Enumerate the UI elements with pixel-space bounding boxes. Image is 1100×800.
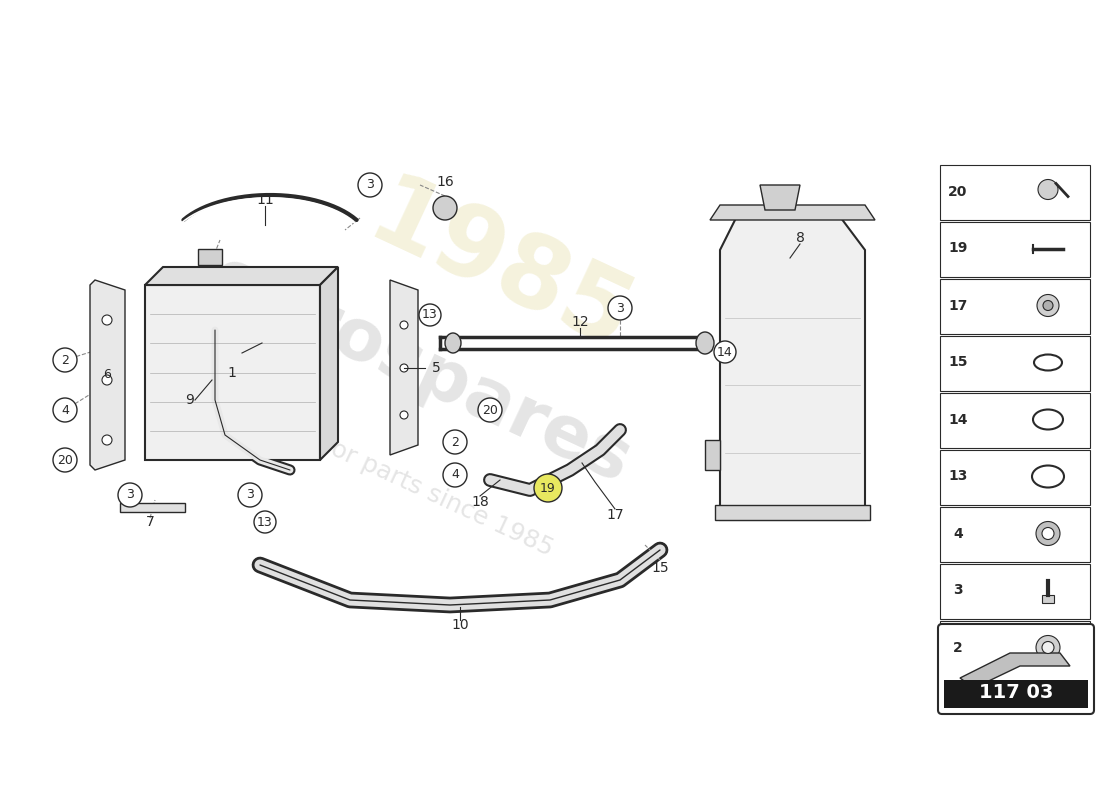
Text: 20: 20 xyxy=(57,454,73,466)
Circle shape xyxy=(1037,294,1059,317)
Text: 3: 3 xyxy=(246,489,254,502)
Polygon shape xyxy=(705,440,720,470)
Bar xyxy=(940,336,1090,391)
Circle shape xyxy=(1036,635,1060,659)
FancyBboxPatch shape xyxy=(938,624,1094,714)
Circle shape xyxy=(254,511,276,533)
Text: 12: 12 xyxy=(571,315,588,329)
Polygon shape xyxy=(760,185,800,210)
Bar xyxy=(940,222,1090,277)
Text: 8: 8 xyxy=(795,231,804,245)
Text: 4: 4 xyxy=(953,526,962,541)
Circle shape xyxy=(1042,642,1054,654)
Circle shape xyxy=(433,196,456,220)
Text: a passion for parts since 1985: a passion for parts since 1985 xyxy=(204,379,557,561)
Text: 1: 1 xyxy=(228,366,236,380)
Circle shape xyxy=(608,296,632,320)
Ellipse shape xyxy=(696,332,714,354)
Circle shape xyxy=(443,430,468,454)
Polygon shape xyxy=(960,653,1070,688)
Text: 4: 4 xyxy=(451,469,459,482)
Text: 15: 15 xyxy=(651,561,669,575)
Polygon shape xyxy=(120,503,185,512)
Polygon shape xyxy=(198,249,222,265)
Bar xyxy=(944,680,1088,708)
Text: 10: 10 xyxy=(451,618,469,632)
Bar xyxy=(1042,594,1054,602)
Polygon shape xyxy=(90,280,125,470)
Text: 2: 2 xyxy=(451,435,459,449)
Circle shape xyxy=(118,483,142,507)
Text: 20: 20 xyxy=(482,403,498,417)
Text: 9: 9 xyxy=(186,393,195,407)
Text: 1985: 1985 xyxy=(353,167,647,373)
Polygon shape xyxy=(715,505,870,520)
Text: 13: 13 xyxy=(422,309,438,322)
Circle shape xyxy=(400,411,408,419)
Text: 18: 18 xyxy=(471,495,488,509)
Text: 2: 2 xyxy=(953,641,962,654)
Circle shape xyxy=(102,435,112,445)
Circle shape xyxy=(478,398,502,422)
Circle shape xyxy=(443,463,468,487)
Text: 16: 16 xyxy=(436,175,454,189)
Text: 3: 3 xyxy=(126,489,134,502)
Text: 15: 15 xyxy=(948,355,968,370)
Text: 3: 3 xyxy=(954,583,962,598)
Text: 17: 17 xyxy=(606,508,624,522)
Text: 17: 17 xyxy=(948,298,968,313)
Circle shape xyxy=(534,474,562,502)
Ellipse shape xyxy=(446,333,461,353)
Text: 19: 19 xyxy=(948,242,968,255)
Text: 4: 4 xyxy=(62,403,69,417)
Bar xyxy=(940,165,1090,220)
Bar xyxy=(940,279,1090,334)
Text: 5: 5 xyxy=(432,361,441,375)
Text: 6: 6 xyxy=(103,369,111,382)
Text: 3: 3 xyxy=(616,302,624,314)
Bar xyxy=(940,450,1090,505)
Circle shape xyxy=(53,348,77,372)
Circle shape xyxy=(102,375,112,385)
Circle shape xyxy=(1043,301,1053,310)
Polygon shape xyxy=(720,210,865,520)
Bar xyxy=(940,621,1090,676)
Circle shape xyxy=(238,483,262,507)
Text: 2: 2 xyxy=(62,354,69,366)
Bar xyxy=(940,393,1090,448)
Text: 13: 13 xyxy=(948,470,968,483)
Polygon shape xyxy=(390,280,418,455)
Text: 117 03: 117 03 xyxy=(979,683,1053,702)
Text: 3: 3 xyxy=(366,178,374,191)
Bar xyxy=(940,507,1090,562)
Circle shape xyxy=(102,315,112,325)
Text: 20: 20 xyxy=(948,185,968,198)
Text: 19: 19 xyxy=(540,482,556,494)
Text: 11: 11 xyxy=(256,193,274,207)
Text: 13: 13 xyxy=(257,515,273,529)
Circle shape xyxy=(1036,522,1060,546)
Polygon shape xyxy=(145,267,338,285)
Circle shape xyxy=(1038,179,1058,199)
Circle shape xyxy=(1042,527,1054,539)
Text: 14: 14 xyxy=(717,346,733,358)
Circle shape xyxy=(358,173,382,197)
Circle shape xyxy=(53,448,77,472)
Text: 7: 7 xyxy=(145,515,154,529)
Polygon shape xyxy=(145,285,320,460)
Text: 14: 14 xyxy=(948,413,968,426)
Text: eurospares: eurospares xyxy=(198,242,641,498)
Circle shape xyxy=(419,304,441,326)
Polygon shape xyxy=(320,267,338,460)
Bar xyxy=(940,564,1090,619)
Circle shape xyxy=(714,341,736,363)
Circle shape xyxy=(400,364,408,372)
Circle shape xyxy=(400,321,408,329)
Circle shape xyxy=(53,398,77,422)
Polygon shape xyxy=(710,205,874,220)
